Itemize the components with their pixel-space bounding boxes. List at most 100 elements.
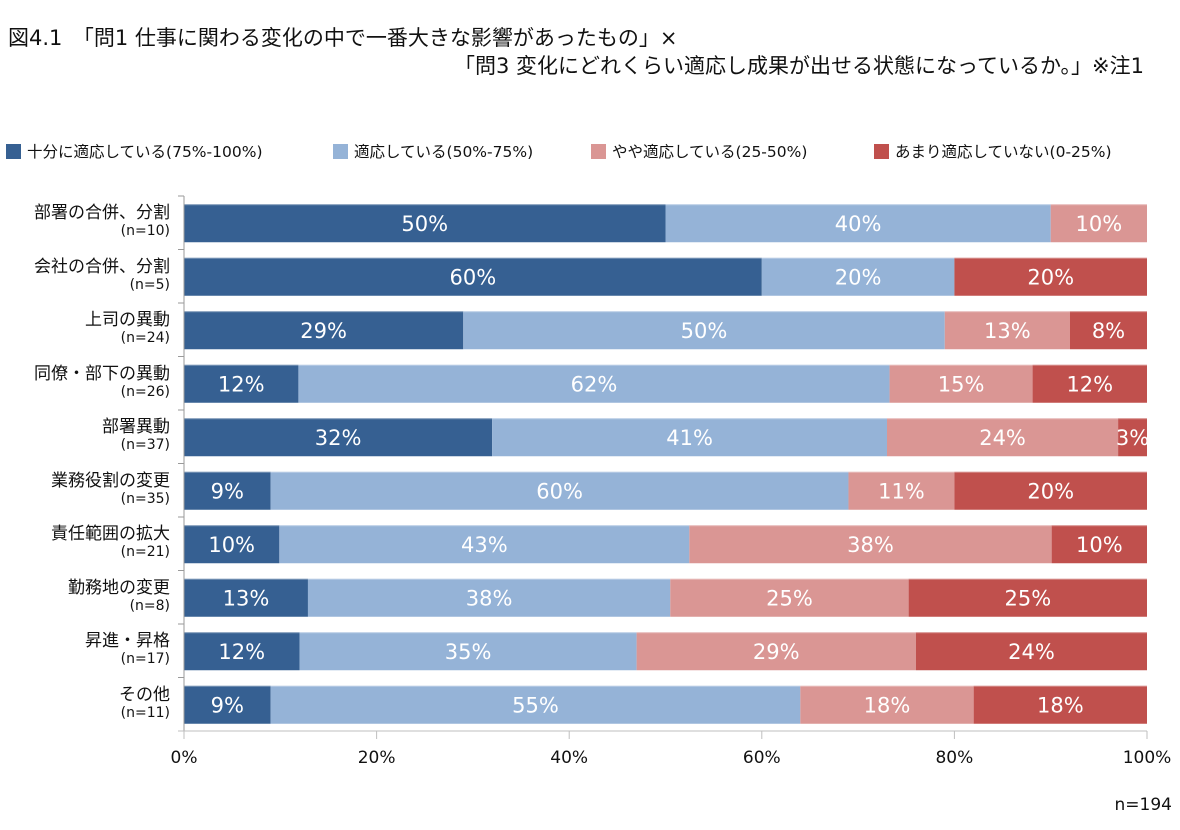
category-name: 勤務地の変更 [68,577,170,598]
bar-segment-adapted [298,364,890,403]
data-label: 38% [847,533,894,557]
data-label: 9% [211,479,244,503]
bar-segment-somewhat-adapted [889,364,1033,403]
data-label: 20% [835,265,882,289]
category-name: その他 [119,684,170,705]
data-label: 60% [536,479,583,503]
category-sample-size: (n=26) [120,383,170,400]
data-label: 25% [766,586,813,610]
legend-swatch-fully-adapted [6,143,21,159]
data-label: 3% [1116,426,1149,450]
bar-segment-somewhat-adapted [944,311,1070,350]
bar-segment-somewhat-adapted [670,578,909,617]
bar-segment-somewhat-adapted [1050,204,1147,243]
bar-segment-somewhat-adapted [636,632,916,671]
data-label: 24% [979,426,1026,450]
data-label: 9% [211,693,244,717]
category-sample-size: (n=21) [120,544,170,560]
bar-segment-adapted [279,525,690,564]
bar-segment-somewhat-adapted [689,525,1052,564]
bar-segment-fully-adapted [184,632,300,671]
bar-segment-not-adapted [973,685,1147,724]
bar-segment-adapted [463,311,945,350]
data-label: 29% [753,640,800,664]
data-label: 18% [1037,693,1084,717]
x-tick-label: 40% [550,748,589,768]
bar-segment-not-adapted [908,578,1147,617]
data-label: 11% [878,479,925,503]
data-label: 13% [223,586,270,610]
bar-segment-fully-adapted [184,418,493,457]
data-label: 40% [835,212,882,236]
category-label: その他 (n=11) [119,685,170,721]
sample-size-total: n=194 [1114,795,1172,815]
category-sample-size: (n=8) [129,597,170,614]
bar-segment-somewhat-adapted [800,685,974,724]
data-label: 12% [218,640,265,664]
legend-item-somewhat-adapted: やや適応している(25-50%) [591,140,807,162]
data-label: 15% [938,372,985,396]
category-label: 同僚・部下の異動 (n=26) [34,364,170,400]
category-name: 同僚・部下の異動 [34,363,170,384]
bar-segment-adapted [270,471,849,510]
category-sample-size: (n=11) [120,704,170,721]
bar-segment-fully-adapted [184,257,762,296]
legend-label-fully-adapted: 十分に適応している(75%-100%) [27,143,263,161]
chart-title-line-2: 「問3 変化にどれくらい適応し成果が出せる状態になっているか。」※注1 [453,54,1144,78]
legend-item-adapted: 適応している(50%-75%) [333,140,533,162]
bar-segment-fully-adapted [184,471,271,510]
legend-label-somewhat-adapted: やや適応している(25-50%) [612,143,808,161]
data-label: 29% [300,319,347,343]
category-name: 業務役割の変更 [51,470,170,491]
category-label: 部署異動 (n=37) [102,417,170,453]
category-sample-size: (n=37) [120,437,170,453]
category-name: 部署異動 [102,417,170,437]
data-label: 62% [571,372,618,396]
legend-swatch-adapted [333,143,348,159]
bar-segment-fully-adapted [184,204,666,243]
data-label: 43% [461,533,508,557]
category-name: 会社の合併、分割 [34,256,170,277]
data-label: 50% [681,319,728,343]
bar-segment-fully-adapted [184,525,280,564]
bar-segment-fully-adapted [184,364,299,403]
data-label: 12% [218,372,265,396]
category-label: 部署の合併、分割 (n=10) [34,203,170,239]
data-label: 10% [208,533,255,557]
category-sample-size: (n=17) [120,651,170,667]
bar-segment-not-adapted [1069,311,1147,350]
bar-segment-fully-adapted [184,311,464,350]
data-label: 20% [1027,265,1074,289]
legend-swatch-somewhat-adapted [591,143,606,159]
bar-segment-not-adapted [954,471,1147,510]
bar-segment-somewhat-adapted [886,418,1119,457]
legend-item-not-adapted: あまり適応していない(0-25%) [874,140,1112,162]
bar-segment-somewhat-adapted [848,471,955,510]
bar-segment-not-adapted [1051,525,1147,564]
data-label: 18% [864,693,911,717]
category-label: 上司の異動 (n=24) [85,310,170,346]
bar-segment-adapted [299,632,637,671]
bar-segment-not-adapted [954,257,1147,296]
category-label: 業務役割の変更 (n=35) [51,471,170,507]
x-tick-label: 20% [357,748,396,768]
bar-segment-fully-adapted [184,578,308,617]
data-label: 50% [401,212,448,236]
x-tick-label: 0% [170,748,198,768]
bar-segment-adapted [761,257,955,296]
bar-segment-not-adapted [915,632,1147,671]
category-label: 勤務地の変更 (n=8) [68,578,170,614]
category-sample-size: (n=35) [120,490,170,507]
category-sample-size: (n=24) [120,330,170,346]
data-label: 10% [1076,212,1123,236]
data-label: 8% [1092,319,1125,343]
bar-segment-not-adapted [1032,364,1147,403]
chart-title-line-1: 図4.1 「問1 仕事に関わる変化の中で一番大きな影響があったもの」× [8,26,678,50]
legend-item-fully-adapted: 十分に適応している(75%-100%) [6,140,263,162]
data-label: 13% [984,319,1031,343]
data-label: 41% [666,426,713,450]
legend-label-not-adapted: あまり適応していない(0-25%) [895,143,1112,161]
data-label: 35% [445,640,492,664]
category-name: 上司の異動 [85,310,170,330]
